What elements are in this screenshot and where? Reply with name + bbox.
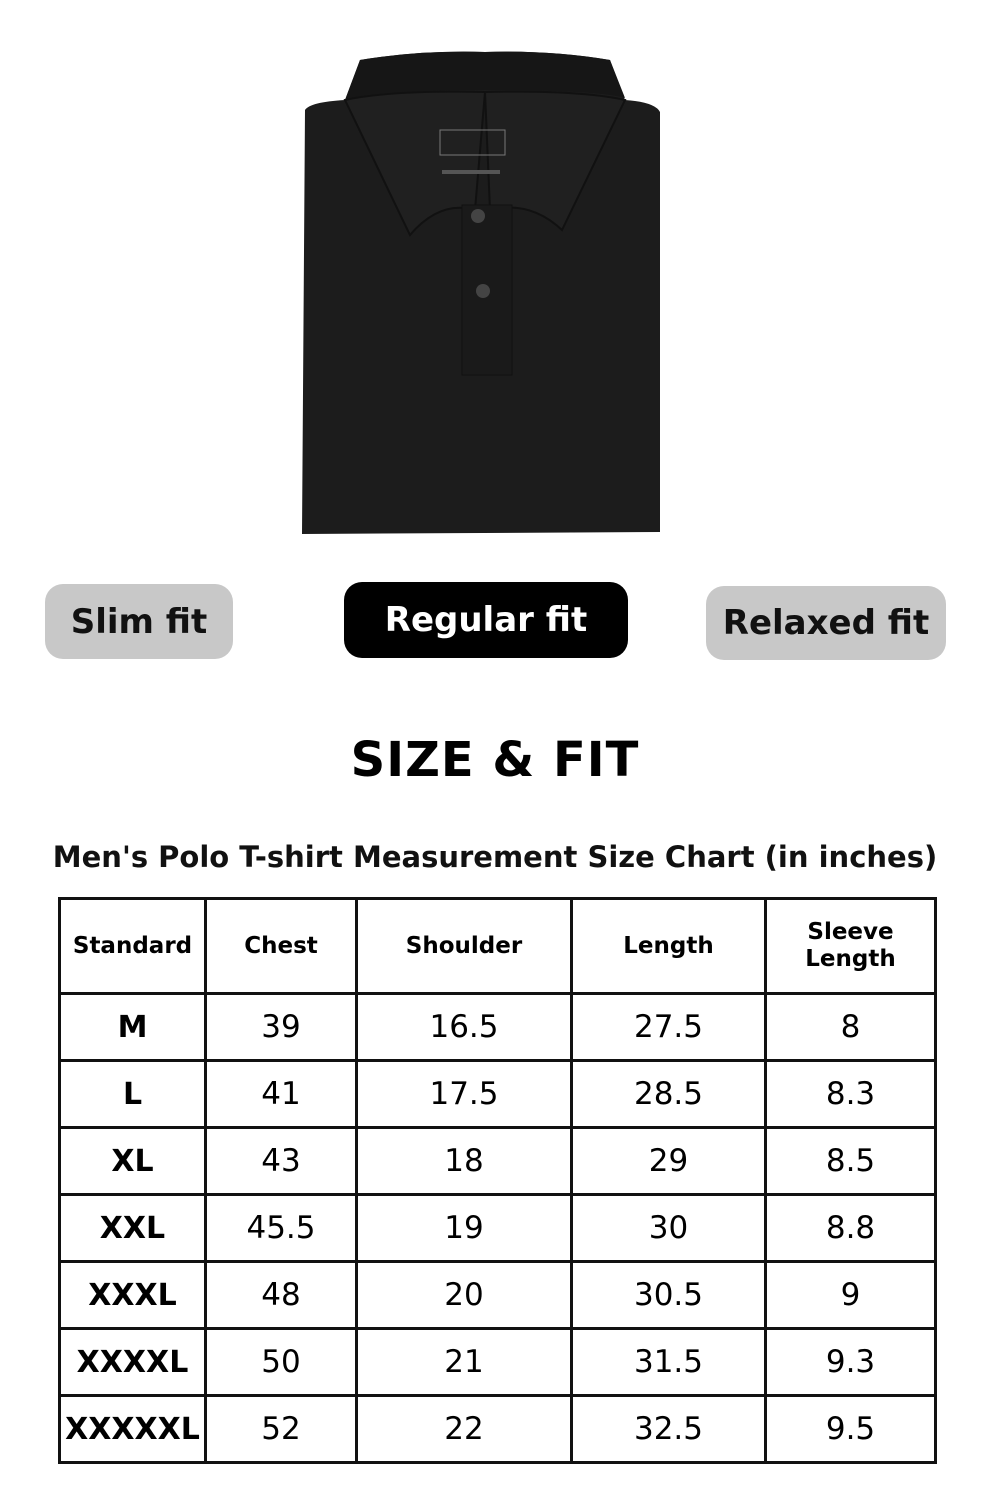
table-row: XXXL 48 20 30.5 9 [58, 1260, 937, 1330]
cell-size: XXXXXL [58, 1394, 207, 1464]
cell-length: 27.5 [570, 992, 767, 1062]
regular-fit-button[interactable]: Regular fit [344, 582, 628, 658]
cell-length: 30 [570, 1193, 767, 1263]
cell-shoulder: 18 [355, 1126, 573, 1196]
table-row: L 41 17.5 28.5 8.3 [58, 1059, 937, 1129]
cell-chest: 48 [204, 1260, 358, 1330]
cell-size: M [58, 992, 207, 1062]
header-length: Length [570, 897, 767, 995]
header-sleeve-length: Sleeve Length [764, 897, 937, 995]
cell-length: 29 [570, 1126, 767, 1196]
cell-size: XL [58, 1126, 207, 1196]
cell-chest: 39 [204, 992, 358, 1062]
cell-size: XXXXL [58, 1327, 207, 1397]
regular-fit-label: Regular fit [384, 600, 588, 640]
cell-shoulder: 19 [355, 1193, 573, 1263]
cell-chest: 52 [204, 1394, 358, 1464]
relaxed-fit-label: Relaxed fit [722, 603, 930, 643]
cell-shoulder: 16.5 [355, 992, 573, 1062]
cell-length: 32.5 [570, 1394, 767, 1464]
cell-shoulder: 22 [355, 1394, 573, 1464]
cell-sleeve-length: 8.8 [764, 1193, 937, 1263]
header-chest: Chest [204, 897, 358, 995]
cell-chest: 45.5 [204, 1193, 358, 1263]
cell-chest: 43 [204, 1126, 358, 1196]
cell-sleeve-length: 9 [764, 1260, 937, 1330]
slim-fit-button[interactable]: Slim fit [45, 584, 233, 659]
cell-sleeve-length: 8 [764, 992, 937, 1062]
cell-shoulder: 17.5 [355, 1059, 573, 1129]
section-title: SIZE & FIT [350, 732, 640, 788]
table-header-row: Standard Chest Shoulder Length Sleeve Le… [58, 897, 937, 995]
cell-sleeve-length: 9.5 [764, 1394, 937, 1464]
cell-chest: 50 [204, 1327, 358, 1397]
header-shoulder: Shoulder [355, 897, 573, 995]
cell-sleeve-length: 8.5 [764, 1126, 937, 1196]
cell-size: XXL [58, 1193, 207, 1263]
cell-size: XXXL [58, 1260, 207, 1330]
cell-sleeve-length: 9.3 [764, 1327, 937, 1397]
polo-shirt-image [302, 51, 660, 535]
table-row: XL 43 18 29 8.5 [58, 1126, 937, 1196]
table-row: XXXXXL 52 22 32.5 9.5 [58, 1394, 937, 1464]
cell-length: 30.5 [570, 1260, 767, 1330]
relaxed-fit-button[interactable]: Relaxed fit [706, 586, 946, 660]
header-standard: Standard [58, 897, 207, 995]
cell-sleeve-length: 8.3 [764, 1059, 937, 1129]
slim-fit-label: Slim fit [70, 601, 208, 642]
cell-chest: 41 [204, 1059, 358, 1129]
table-row: XXL 45.5 19 30 8.8 [58, 1193, 937, 1263]
size-chart-table: Standard Chest Shoulder Length Sleeve Le… [58, 897, 937, 1464]
cell-size: L [58, 1059, 207, 1129]
cell-length: 31.5 [570, 1327, 767, 1397]
cell-shoulder: 20 [355, 1260, 573, 1330]
table-row: XXXXL 50 21 31.5 9.3 [58, 1327, 937, 1397]
table-row: M 39 16.5 27.5 8 [58, 992, 937, 1062]
size-chart-subtitle: Men's Polo T-shirt Measurement Size Char… [52, 840, 938, 874]
cell-length: 28.5 [570, 1059, 767, 1129]
cell-shoulder: 21 [355, 1327, 573, 1397]
